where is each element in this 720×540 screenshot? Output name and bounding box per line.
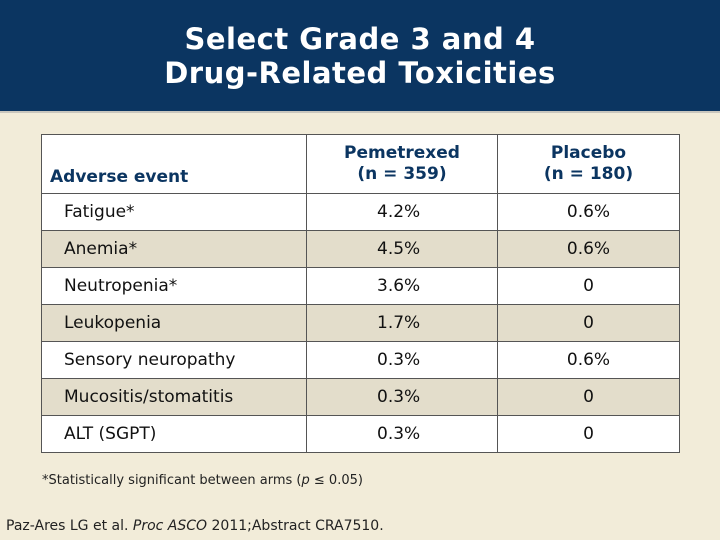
cell-placebo: 0.6%	[497, 193, 680, 231]
table-row: Sensory neuropathy 0.3% 0.6%	[41, 341, 680, 379]
table-row: Neutropenia* 3.6% 0	[41, 267, 680, 305]
footnote: *Statistically significant between arms …	[42, 473, 363, 488]
cell-placebo: 0.6%	[497, 341, 680, 379]
cell-event: Anemia*	[41, 230, 307, 268]
table-row: Fatigue* 4.2% 0.6%	[41, 193, 680, 231]
slide-title-line-2: Drug-Related Toxicities	[164, 55, 556, 90]
cell-placebo: 0.6%	[497, 230, 680, 268]
header-placebo: Placebo (n = 180)	[497, 134, 680, 194]
cell-event: Fatigue*	[41, 193, 307, 231]
header-placebo-name: Placebo	[550, 143, 627, 163]
toxicities-table: Adverse event Pemetrexed (n = 359) Place…	[41, 134, 680, 453]
table-row: Leukopenia 1.7% 0	[41, 304, 680, 342]
cell-pemetrexed: 3.6%	[306, 267, 498, 305]
table-row: Mucositis/stomatitis 0.3% 0	[41, 378, 680, 416]
citation-authors: Paz-Ares LG et al.	[6, 518, 133, 534]
cell-event: Mucositis/stomatitis	[41, 378, 307, 416]
cell-placebo: 0	[497, 415, 680, 453]
cell-event: Neutropenia*	[41, 267, 307, 305]
footnote-text-before: *Statistically significant between arms …	[42, 473, 302, 488]
cell-pemetrexed: 1.7%	[306, 304, 498, 342]
slide-header: Select Grade 3 and 4 Drug-Related Toxici…	[0, 0, 720, 113]
cell-event: ALT (SGPT)	[41, 415, 307, 453]
footnote-p-symbol: p	[301, 473, 310, 488]
citation-journal: Proc ASCO	[132, 518, 208, 534]
table-header-row: Adverse event Pemetrexed (n = 359) Place…	[41, 134, 680, 194]
citation: Paz-Ares LG et al. Proc ASCO 2011;Abstra…	[6, 518, 384, 534]
cell-event: Sensory neuropathy	[41, 341, 307, 379]
header-placebo-n: (n = 180)	[543, 164, 634, 184]
footnote-text-after: ≤ 0.05)	[309, 473, 363, 488]
cell-pemetrexed: 0.3%	[306, 415, 498, 453]
cell-placebo: 0	[497, 304, 680, 342]
cell-placebo: 0	[497, 267, 680, 305]
header-pemetrexed-name: Pemetrexed	[344, 143, 460, 163]
cell-pemetrexed: 4.5%	[306, 230, 498, 268]
header-pemetrexed: Pemetrexed (n = 359)	[306, 134, 498, 194]
cell-pemetrexed: 0.3%	[306, 378, 498, 416]
cell-event: Leukopenia	[41, 304, 307, 342]
citation-rest: 2011;Abstract CRA7510.	[207, 518, 384, 534]
table-row: ALT (SGPT) 0.3% 0	[41, 415, 680, 453]
header-adverse-event: Adverse event	[41, 134, 307, 194]
slide-title-line-1: Select Grade 3 and 4	[184, 21, 536, 56]
header-pemetrexed-n: (n = 359)	[357, 164, 447, 184]
table-row: Anemia* 4.5% 0.6%	[41, 230, 680, 268]
cell-pemetrexed: 0.3%	[306, 341, 498, 379]
cell-pemetrexed: 4.2%	[306, 193, 498, 231]
cell-placebo: 0	[497, 378, 680, 416]
